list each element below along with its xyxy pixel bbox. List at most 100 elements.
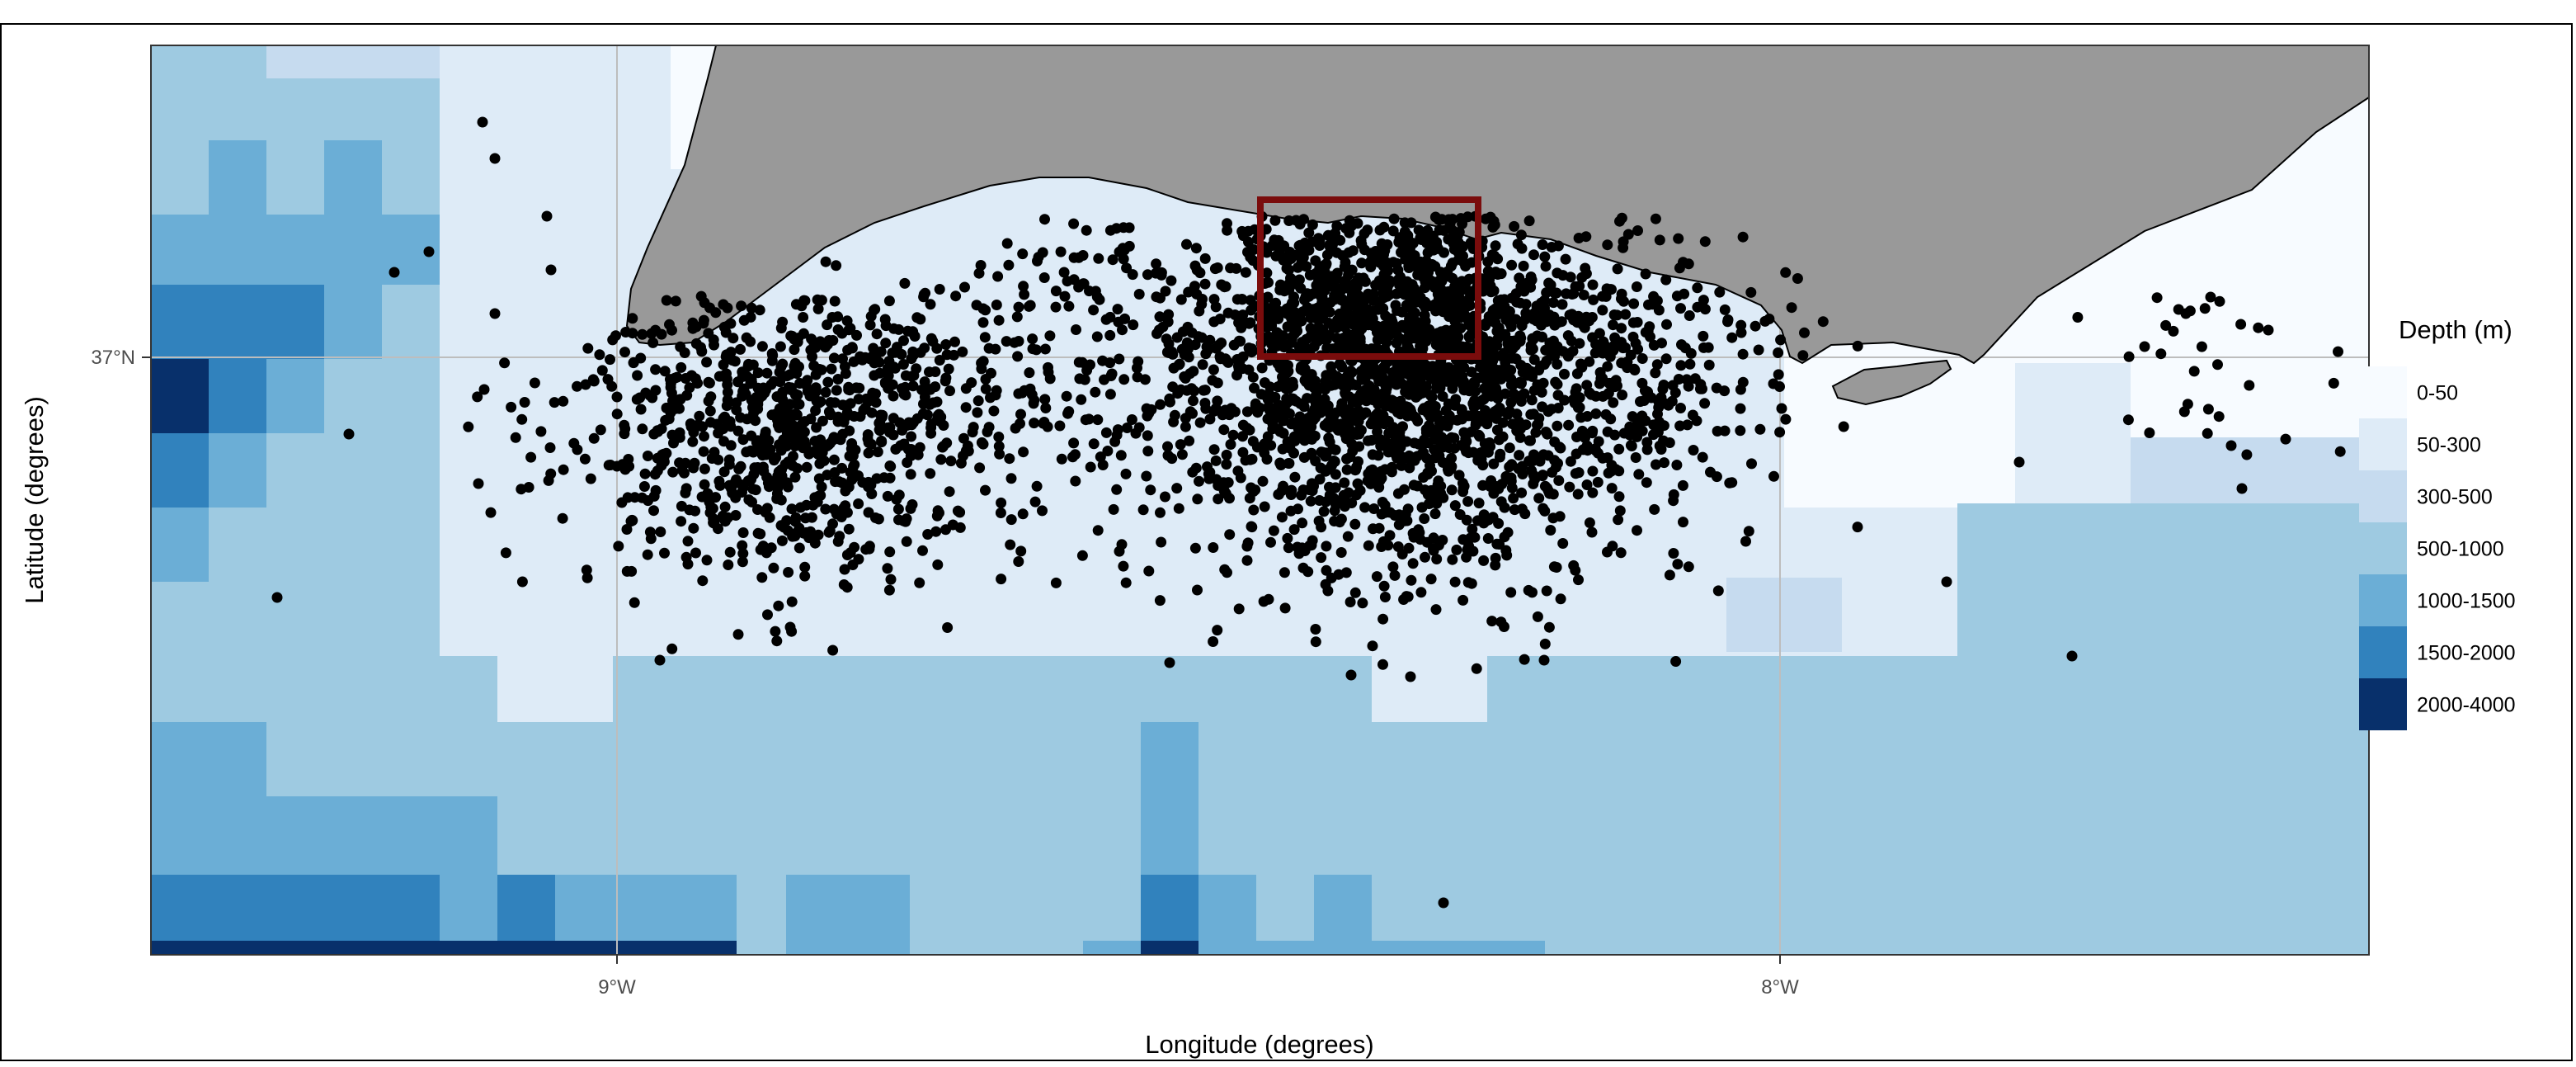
sample-point <box>1368 503 1380 514</box>
sample-point <box>737 548 749 559</box>
sample-point <box>1319 266 1330 277</box>
sample-point <box>1401 452 1412 464</box>
sample-point <box>1499 294 1510 305</box>
sample-point <box>1557 538 1569 549</box>
sample-point <box>1330 495 1342 507</box>
sample-point <box>1505 587 1517 598</box>
sample-point <box>1620 309 1632 320</box>
sample-point <box>1484 437 1495 448</box>
sample-point <box>1564 481 1575 493</box>
sample-point <box>1404 379 1415 390</box>
sample-point <box>689 457 700 469</box>
sample-point <box>907 326 919 338</box>
sample-point <box>1319 394 1330 405</box>
sample-point <box>1507 418 1519 430</box>
sample-point <box>1649 503 1660 515</box>
sample-point <box>775 323 787 334</box>
sample-point <box>1278 480 1289 492</box>
sample-point <box>827 644 839 656</box>
sample-point <box>1684 310 1695 321</box>
sample-point <box>1555 442 1566 454</box>
sample-point <box>1237 431 1248 442</box>
sample-point <box>798 312 809 323</box>
sample-point <box>1453 281 1465 292</box>
sample-point <box>896 348 907 360</box>
sample-point <box>1212 625 1223 636</box>
sample-point <box>718 321 730 333</box>
sample-point <box>680 483 692 494</box>
sample-point <box>1375 371 1387 383</box>
sample-point <box>1184 435 1195 446</box>
sample-point <box>816 481 827 493</box>
sample-point <box>757 450 768 461</box>
sample-point <box>1539 295 1551 306</box>
sample-point <box>1345 597 1356 607</box>
sample-point <box>697 421 709 432</box>
sample-point <box>606 380 618 392</box>
sample-point <box>1387 422 1399 433</box>
sample-point <box>1483 311 1495 323</box>
sample-point <box>1293 423 1304 434</box>
sample-point <box>1668 548 1679 559</box>
sample-point <box>1286 313 1297 324</box>
sample-point <box>1516 487 1528 498</box>
sample-point <box>1259 438 1270 450</box>
sample-point <box>1506 459 1518 470</box>
sample-point <box>885 460 897 472</box>
sample-point <box>701 555 713 566</box>
sample-point <box>718 359 729 371</box>
sample-point <box>581 564 592 576</box>
sample-point <box>605 354 615 366</box>
sample-point <box>949 336 960 347</box>
sample-point <box>757 541 769 552</box>
sample-point <box>1539 505 1551 517</box>
sample-point <box>1546 242 1557 253</box>
sample-point <box>1231 294 1243 305</box>
sample-point <box>1774 427 1786 438</box>
sample-point <box>1528 308 1540 319</box>
sample-point <box>892 503 904 515</box>
sample-point <box>1307 535 1318 546</box>
sample-point <box>1318 506 1330 517</box>
sample-point <box>1219 564 1231 575</box>
sample-point <box>1292 262 1303 273</box>
sample-point <box>1488 285 1500 296</box>
sample-point <box>1244 493 1255 504</box>
sample-point <box>1419 282 1430 294</box>
sample-point <box>1562 330 1574 342</box>
sample-point <box>1249 382 1260 394</box>
sample-point <box>768 562 779 574</box>
sample-point <box>1509 504 1520 516</box>
sample-point <box>1592 476 1604 488</box>
coastline-land <box>625 45 2369 406</box>
sample-point <box>1613 491 1625 503</box>
sample-point <box>756 572 768 583</box>
sample-point <box>1532 611 1543 622</box>
sample-point <box>1139 374 1151 385</box>
sample-point <box>1433 214 1444 225</box>
sample-point <box>1281 303 1293 314</box>
sample-point <box>882 490 893 502</box>
sample-point <box>1212 395 1223 407</box>
sample-point <box>1451 544 1462 555</box>
sample-point <box>1448 307 1460 319</box>
sample-point <box>1799 327 1810 338</box>
sample-point <box>1337 294 1348 305</box>
sample-point <box>1414 329 1425 341</box>
sample-point <box>613 541 624 552</box>
sample-point <box>1357 597 1368 609</box>
sample-point <box>1780 413 1792 425</box>
sample-point <box>1480 320 1491 331</box>
sample-point <box>1297 517 1308 529</box>
sample-point <box>1336 361 1348 373</box>
sample-point <box>983 342 995 354</box>
sample-point <box>843 523 855 535</box>
sample-point <box>1565 456 1576 467</box>
sample-point <box>1297 542 1308 554</box>
sample-point <box>1506 259 1518 271</box>
sample-point <box>810 405 822 416</box>
sample-point <box>1674 420 1686 432</box>
sample-point <box>1482 533 1494 544</box>
sample-point <box>725 440 737 451</box>
